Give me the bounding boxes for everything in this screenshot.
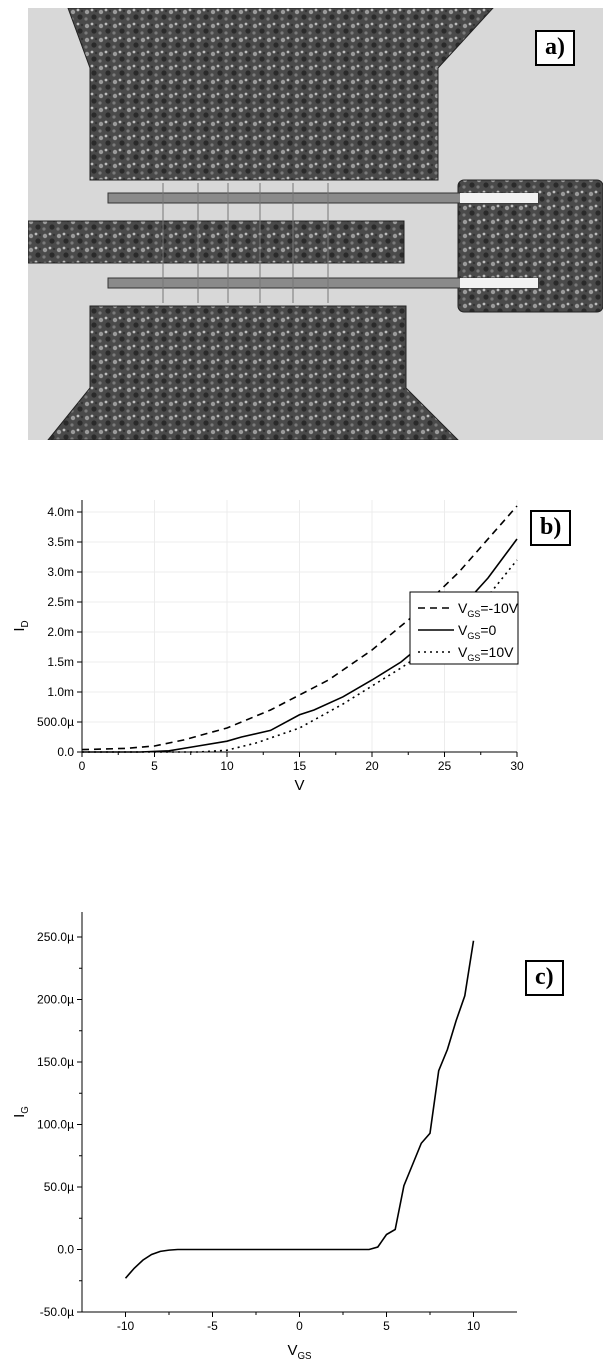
x-tick-label: 5 [383,1319,390,1333]
y-tick-label: 1.5m [47,655,74,669]
y-axis-label: ID [11,620,31,631]
y-tick-label: 250.0µ [37,930,74,944]
y-tick-label: 4.0m [47,505,74,519]
x-tick-label: 20 [365,759,379,773]
x-axis-label: V [294,777,304,790]
y-axis-label: IG [11,1106,31,1118]
micrograph-image [28,8,603,440]
series-line [81,505,518,751]
x-tick-label: -5 [207,1319,218,1333]
y-tick-label: 3.5m [47,535,74,549]
x-tick-label: 10 [467,1319,481,1333]
x-tick-label: 0 [79,759,86,773]
series-line [82,559,518,753]
legend-entry: VGS=10V [458,644,514,663]
y-tick-label: -50.0µ [40,1305,74,1319]
x-tick-label: 15 [293,759,307,773]
panel-c: -10 -5 0 5 10 -50.0µ 0.0 50.0µ 100.0µ 150.0µ 200.0… [0,900,604,1364]
y-tick-label: 50.0µ [44,1180,74,1194]
y-tick-label: 3.0m [47,565,74,579]
legend-box [409,591,519,665]
x-axis-label: VGS [287,1342,312,1362]
y-tick-label: 2.0m [47,625,74,639]
y-tick-label: 0.0 [57,1243,74,1257]
y-tick-label: 100.0µ [37,1118,74,1132]
panel-a-label: a) [535,30,575,66]
y-tick-label: 150.0µ [37,1055,74,1069]
x-tick-label: -10 [117,1319,135,1333]
legend-entry: VGS=0 [458,622,497,641]
panel-c-label: c) [525,960,564,996]
legend-entry: VGS=-10V [458,600,519,619]
id-vs-v-chart: 0 5 10 15 20 25 30 0.0 500.0µ 1.0m 1.5m 2.0m 2.5m 3.0… [11,500,524,794]
y-tick-label: 0.0 [57,745,74,759]
panel-b-label: b) [530,510,572,546]
x-tick-label: 5 [151,759,158,773]
panel-b: 0 5 10 15 20 25 30 0.0 500.0µ 1.0m 1.5m 2.0m 2.5m 3.0… [0,480,604,794]
panel-a: a) [0,0,604,450]
series-line [124,940,475,1279]
ig-vs-vgs-chart: -10 -5 0 5 10 -50.0µ 0.0 50.0µ 100.0µ 150.0µ 200.0… [11,912,517,1362]
y-tick-label: 500.0µ [37,715,74,729]
x-tick-label: 25 [438,759,452,773]
y-tick-label: 200.0µ [37,993,74,1007]
y-tick-label: 1.0m [47,685,74,699]
x-tick-label: 10 [220,759,234,773]
x-tick-label: 0 [296,1319,303,1333]
y-tick-label: 2.5m [47,595,74,609]
x-tick-label: 30 [510,759,524,773]
